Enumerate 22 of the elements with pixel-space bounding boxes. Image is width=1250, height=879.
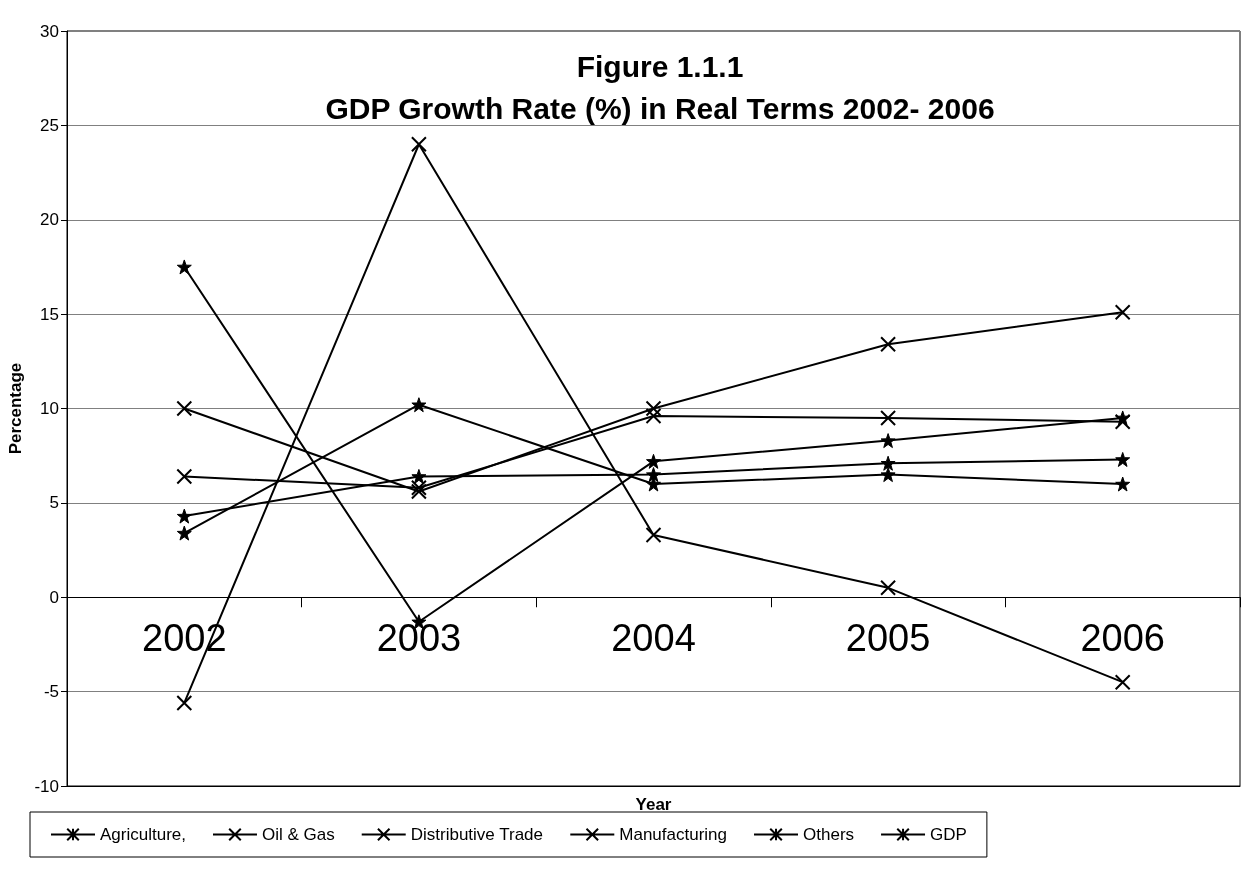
y-tick-label: 10 (40, 399, 59, 418)
x-tick-label: 2003 (376, 617, 462, 660)
y-tick-label: 25 (40, 115, 59, 135)
x-axis-title: Year (635, 795, 672, 814)
y-tick-label: 0 (49, 587, 59, 607)
legend-label: Distributive Trade (410, 825, 543, 844)
y-tick-label: -5 (43, 682, 59, 702)
y-tick-label: -10 (34, 776, 59, 796)
x-tick-label: 2004 (611, 617, 696, 660)
y-axis-title: Percentage (5, 362, 25, 455)
legend-label: Agriculture, (100, 825, 186, 844)
y-tick-label: 30 (40, 21, 59, 41)
legend-label: Manufacturing (619, 825, 728, 844)
legend-label: Others (803, 825, 855, 844)
legend-label: GDP (930, 825, 967, 844)
y-tick-label: 20 (40, 210, 59, 230)
legend-label: Oil & Gas (261, 825, 335, 844)
x-tick-label: 2005 (845, 617, 931, 660)
y-tick-label: 15 (40, 304, 59, 324)
x-tick-label: 2006 (1080, 617, 1165, 660)
y-tick-label: 5 (49, 493, 59, 513)
text: Figure 1.1.1 GDP Growth Rate (%) in Real Terms 2002- 2006 (325, 49, 995, 125)
